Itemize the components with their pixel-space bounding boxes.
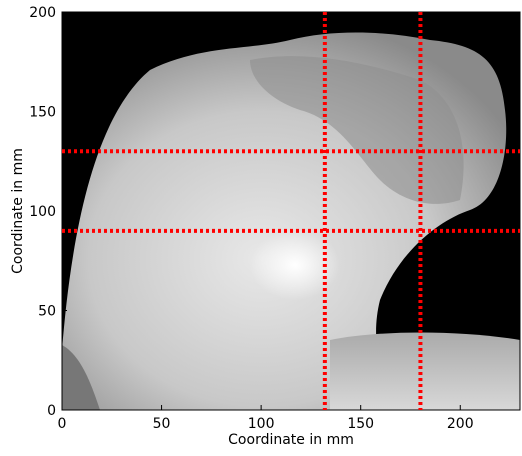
x-tick-label: 50 xyxy=(153,416,171,432)
x-tick-label: 150 xyxy=(347,416,374,432)
y-tick-label: 100 xyxy=(29,204,56,220)
y-tick-label: 0 xyxy=(47,403,56,419)
y-tick-label: 50 xyxy=(38,304,56,320)
x-tick-label: 200 xyxy=(447,416,474,432)
x-tick-label: 100 xyxy=(248,416,275,432)
x-axis-label: Coordinate in mm xyxy=(228,432,354,448)
y-axis-label: Coordinate in mm xyxy=(10,148,26,274)
x-tick-label: 0 xyxy=(58,416,67,432)
y-tick-label: 200 xyxy=(29,5,56,21)
y-tick-label: 150 xyxy=(29,105,56,121)
image xyxy=(62,12,520,410)
